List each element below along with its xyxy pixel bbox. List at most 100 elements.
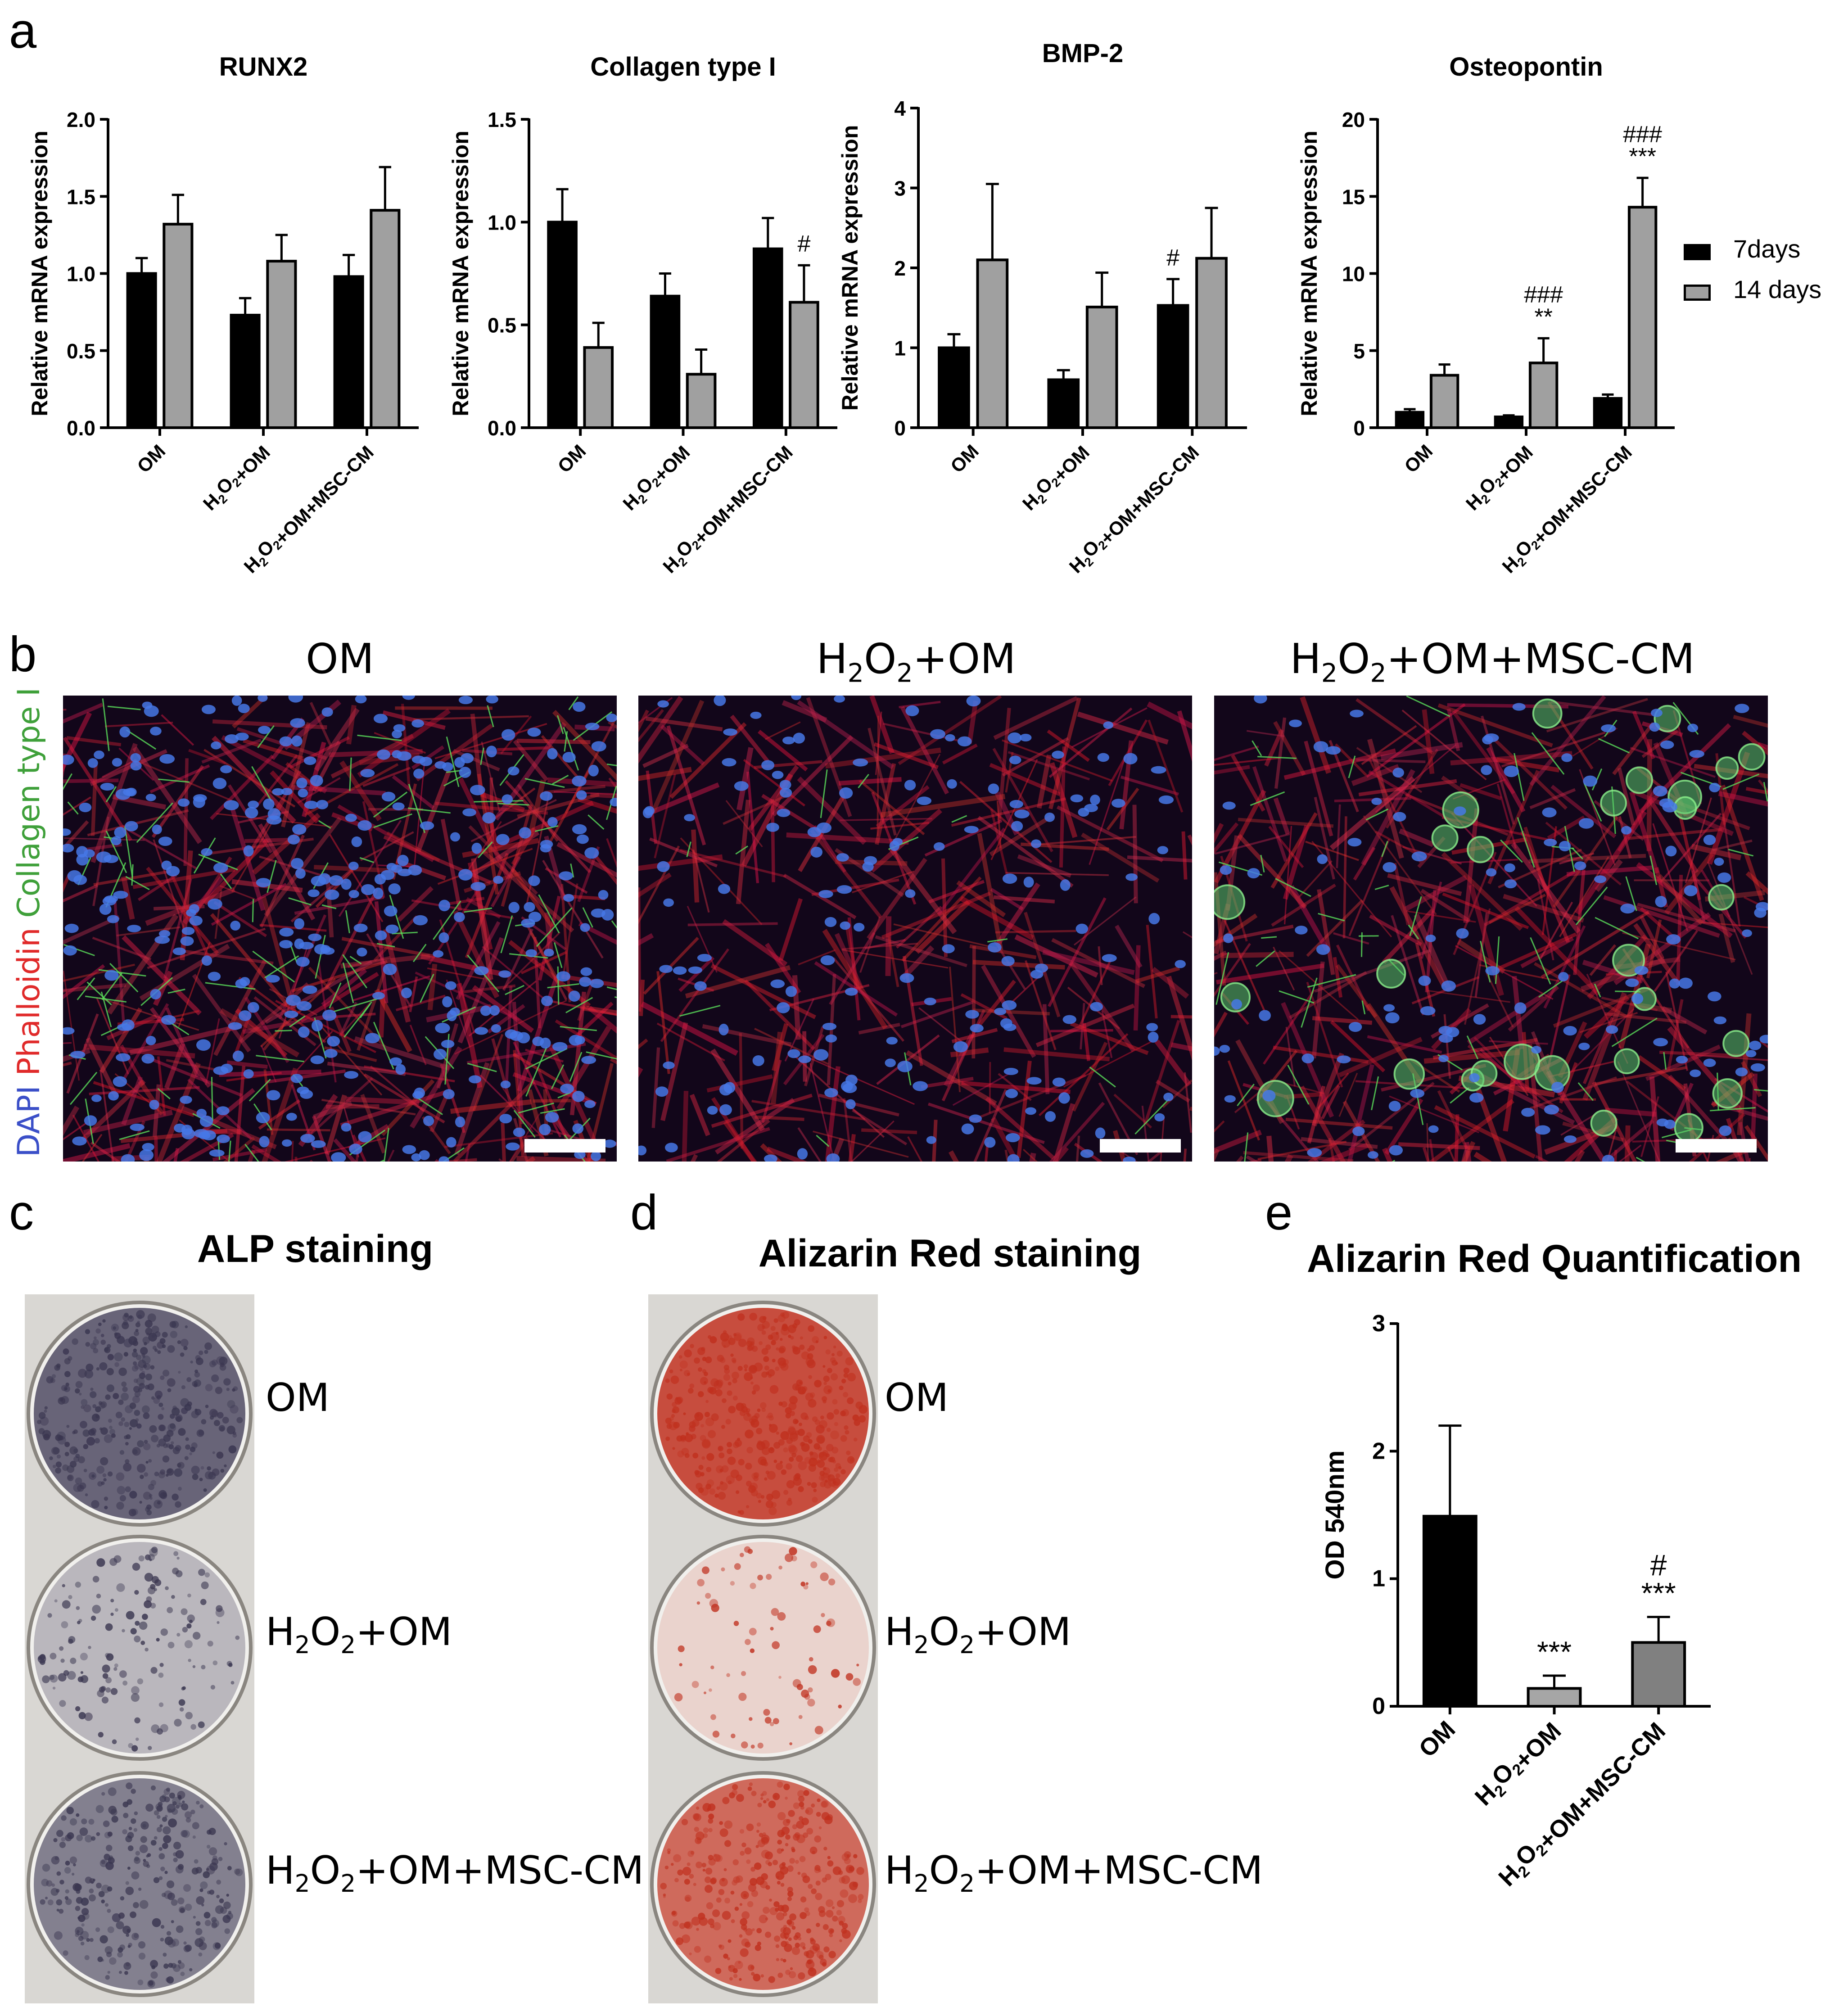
nucleus (1486, 868, 1497, 877)
stain-speck (96, 1832, 100, 1836)
nucleus (196, 1108, 207, 1118)
panel-letter-e: e (1265, 1185, 1293, 1240)
nucleus (826, 1153, 840, 1162)
collagen-fiber (63, 773, 72, 791)
collagen-fiber (257, 725, 275, 748)
stain-speck (223, 1378, 231, 1386)
stain-speck (95, 1414, 99, 1419)
stain-speck (800, 1896, 807, 1903)
stain-speck (183, 1941, 187, 1945)
actin-fiber (90, 764, 98, 836)
actin-fiber (212, 719, 327, 730)
actin-fiber (1459, 783, 1502, 800)
stain-speck (137, 1440, 144, 1447)
bar (163, 222, 194, 429)
stain-speck (756, 1928, 762, 1934)
stain-speck (218, 1425, 226, 1432)
y-tick-label: 0 (894, 416, 906, 440)
stain-speck (158, 1471, 166, 1478)
nucleus (933, 842, 945, 851)
stain-speck (137, 1979, 144, 1985)
actin-fiber (120, 1044, 145, 1086)
stain-speck (145, 1460, 149, 1464)
stain-speck (203, 1871, 210, 1878)
nucleus (1383, 862, 1396, 872)
actin-fiber (1389, 886, 1446, 987)
actin-fiber (125, 827, 197, 870)
actin-fiber (1333, 957, 1343, 998)
nucleus (123, 788, 136, 796)
stain-speck (169, 1792, 175, 1799)
nucleus (499, 1114, 512, 1124)
actin-fiber (121, 876, 135, 920)
stain-speck (716, 1897, 722, 1903)
actin-fiber (262, 1067, 298, 1162)
collagen-fiber (560, 1026, 597, 1031)
actin-fiber (1177, 710, 1192, 762)
actin-fiber (1491, 932, 1577, 973)
nucleus (1301, 1053, 1314, 1063)
nucleus (584, 847, 599, 859)
actin-fiber (1356, 758, 1426, 764)
stain-speck (841, 1875, 850, 1885)
nucleus (201, 848, 212, 856)
actin-fiber (981, 964, 1036, 1058)
nucleus (840, 921, 851, 930)
stain-speck (132, 1447, 141, 1456)
stain-speck (854, 1419, 860, 1426)
actin-fiber (263, 1069, 274, 1135)
nucleus (239, 977, 250, 986)
stain-speck (809, 1846, 818, 1854)
nucleus (1224, 1095, 1236, 1103)
actin-fiber (888, 846, 957, 934)
nucleus (897, 1061, 913, 1072)
stain-speck (736, 1794, 744, 1802)
stain-speck (106, 1368, 114, 1375)
nucleus (1535, 1125, 1550, 1135)
stain-speck (778, 1361, 786, 1369)
nucleus (820, 955, 835, 966)
stain-speck (785, 1834, 791, 1840)
stain-speck (163, 1953, 167, 1957)
nucleus (454, 757, 465, 768)
nucleus (1660, 740, 1674, 749)
stain-speck (740, 1918, 748, 1926)
stain-speck (757, 1324, 765, 1331)
actin-fiber (261, 1045, 277, 1083)
stain-speck (123, 1813, 129, 1818)
collagen-fiber (1134, 1098, 1170, 1135)
stain-speck (822, 1365, 826, 1368)
stain-speck (782, 1362, 786, 1367)
stain-speck (212, 1451, 215, 1454)
stain-speck (175, 1501, 181, 1508)
stain-speck (125, 1442, 129, 1446)
nucleus (584, 1100, 596, 1108)
scale-bar (1676, 1139, 1757, 1153)
stain-speck (710, 1665, 714, 1669)
y-axis-label: OD 540nm (1320, 1451, 1350, 1580)
nucleus (572, 1090, 585, 1102)
actin-fiber (1429, 1139, 1435, 1162)
actin-fiber (242, 1013, 337, 1034)
collagen-fiber (125, 876, 150, 890)
actin-fiber (261, 896, 297, 1013)
nucleus (1602, 1154, 1615, 1162)
stain-speck (817, 1798, 821, 1802)
stain-speck (189, 1968, 193, 1971)
actin-fiber (63, 884, 99, 903)
nucleus (1003, 1067, 1018, 1075)
nucleus (1371, 797, 1382, 805)
nucleus (1653, 1038, 1668, 1047)
stain-speck (54, 1856, 59, 1861)
actin-fiber (1759, 1040, 1768, 1049)
stain-speck (773, 1442, 781, 1449)
stain-speck (85, 1835, 93, 1843)
actin-fiber (1342, 816, 1347, 939)
stain-speck (732, 1359, 736, 1364)
actin-fiber (1214, 1130, 1262, 1154)
stain-speck (138, 1388, 143, 1392)
actin-fiber (458, 777, 511, 879)
stain-speck (121, 1381, 127, 1387)
stain-speck (783, 1359, 789, 1365)
stain-speck (109, 1429, 115, 1435)
